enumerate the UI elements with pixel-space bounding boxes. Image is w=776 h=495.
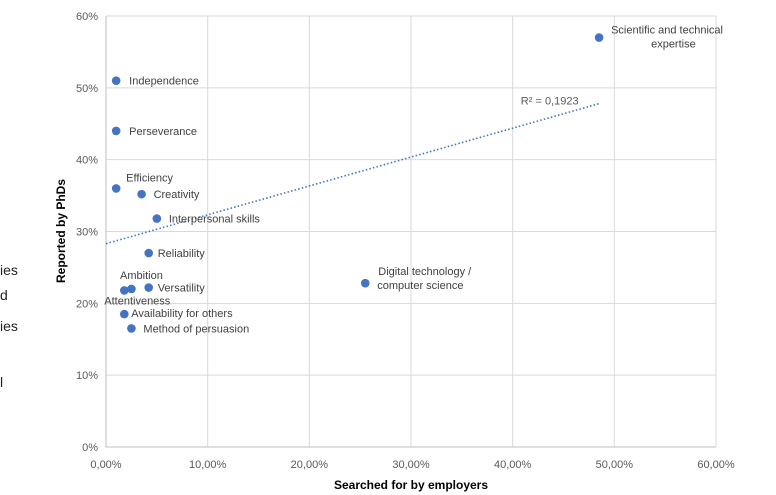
trendline [105,102,600,245]
point-label: Digital technology / computer science [377,266,472,292]
clipped-text-fragment: l [0,374,3,390]
clipped-text-fragment: d [0,287,8,303]
y-tick-label: 0% [82,442,98,454]
y-tick-label: 30% [76,227,98,239]
trendline-equation-label: R² = 0,1923 [521,95,579,107]
point-label: Independence [129,76,199,88]
data-point [360,278,370,288]
point-label-line: expertise [651,39,696,51]
data-point [594,33,604,42]
point-label: Reliability [158,248,206,260]
y-tick-label: 20% [76,298,98,310]
point-label-line: Digital technology / [378,266,472,278]
data-point [111,126,121,136]
y-tick-label: 10% [76,370,98,382]
clipped-text-fragment: ies [0,262,18,278]
point-label-line: computer science [377,280,463,292]
data-point [111,184,121,193]
point-label: Ambition [120,270,163,282]
y-axis-title: Reported by PhDs [54,179,68,283]
point-label: Method of persuasion [143,323,249,335]
x-tick-label: 20,00% [291,459,329,471]
x-tick-label: 60,00% [697,459,735,471]
point-label: Efficiency [126,172,173,184]
data-point [137,189,146,199]
data-point [127,284,136,294]
point-label: Perseverance [129,126,197,138]
x-tick-label: 10,00% [189,459,227,471]
trendline-group: R² = 0,1923 [105,95,600,245]
point-label: Creativity [154,189,200,201]
data-point [120,309,129,319]
y-tick-label: 40% [76,155,98,167]
point-label-line: Scientific and technical [611,25,723,37]
x-tick-label: 0,00% [90,459,121,471]
data-point [120,286,129,295]
point-label: Availability for others [131,308,233,320]
data-points: Scientific and technical expertise Indepen… [104,25,723,336]
x-tick-label: 30,00% [392,459,430,471]
x-axis-title: Searched for by employers [334,478,488,492]
data-point [127,324,136,333]
point-label: Scientific and technical expertise [611,25,723,51]
data-point [152,214,162,223]
clipped-side-text: ies d ies l [0,262,18,390]
gridlines [105,15,717,448]
data-point [144,283,153,292]
x-tick-label: 40,00% [494,459,532,471]
axes: 0% 10% 20% 30% 40% 50% 60% 0,00% 10,00% 20,00% 30,… [76,11,735,471]
point-label: Attentiveness [104,295,171,307]
y-tick-label: 60% [76,11,98,23]
x-tick-label: 50,00% [596,459,634,471]
clipped-text-fragment: ies [0,318,18,334]
point-label: Interpersonal skills [169,214,261,226]
data-point [111,76,121,85]
data-point [144,248,153,258]
y-tick-label: 50% [76,83,98,95]
point-label: Versatility [158,283,206,295]
